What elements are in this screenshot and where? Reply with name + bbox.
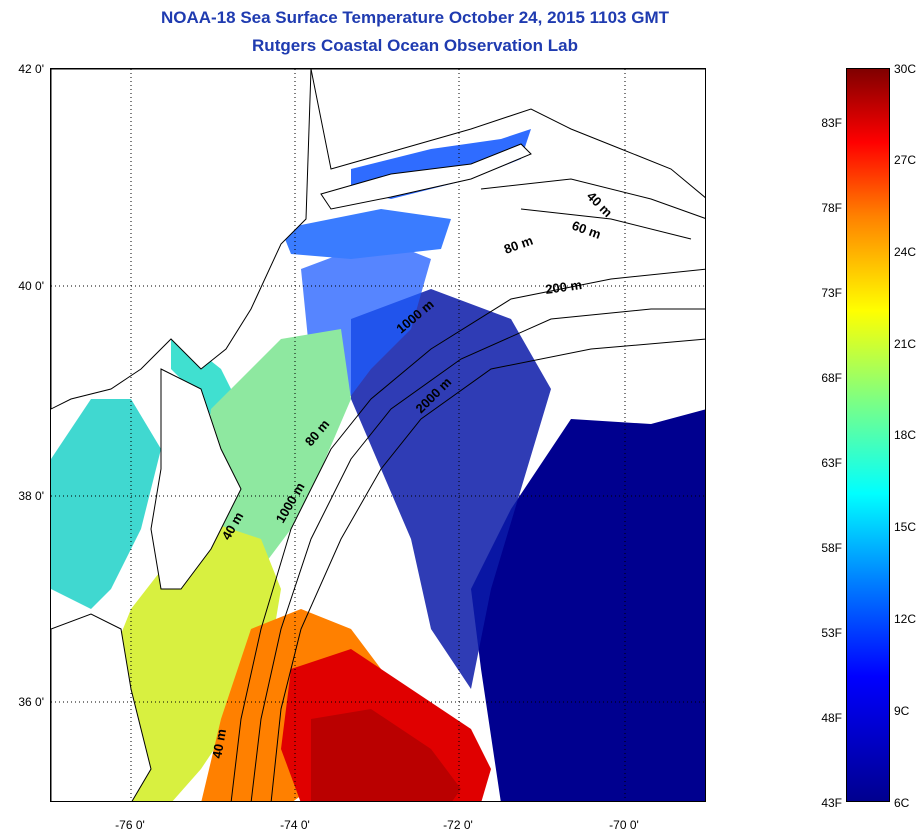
isobath-lines <box>230 178 705 801</box>
lat-label-40: 40 0' <box>18 279 44 293</box>
colorbar-c-label: 6C <box>894 796 910 810</box>
colorbar-c-label: 21C <box>894 337 917 351</box>
sst-map: 40 m 60 m 80 m 200 m 1000 m 2000 m 80 m … <box>50 68 706 802</box>
colorbar-c-label: 12C <box>894 612 917 626</box>
gulf-stream-core <box>311 709 461 801</box>
lat-label-42: 42 0' <box>18 62 44 76</box>
land-mainland <box>51 69 312 410</box>
lon-label-74: -74 0' <box>280 818 310 832</box>
temperature-colorbar <box>846 68 890 802</box>
colorbar-c-label: 30C <box>894 62 917 76</box>
depth-label: 60 m <box>570 218 603 242</box>
lat-label-38: 38 0' <box>18 489 44 503</box>
colorbar-c-label: 24C <box>894 245 917 259</box>
colorbar-f-label: 63F <box>821 456 842 470</box>
colorbar-c-label: 15C <box>894 520 917 534</box>
colorbar-f-label: 43F <box>821 796 842 810</box>
lon-label-70: -70 0' <box>609 818 639 832</box>
lon-label-76: -76 0' <box>115 818 145 832</box>
cold-patchy-region <box>351 289 551 689</box>
cold-offshore-region <box>471 409 705 801</box>
map-subtitle: Rutgers Coastal Ocean Observation Lab <box>252 36 578 55</box>
sst-map-canvas: 40 m 60 m 80 m 200 m 1000 m 2000 m 80 m … <box>51 69 705 801</box>
colorbar-f-label: 68F <box>821 371 842 385</box>
depth-label: 80 m <box>502 233 535 257</box>
colorbar-c-label: 27C <box>894 153 917 167</box>
colorbar-f-label: 73F <box>821 286 842 300</box>
colorbar-c-label: 9C <box>894 704 910 718</box>
depth-label: 40 m <box>584 189 616 221</box>
lat-label-36: 36 0' <box>18 695 44 709</box>
colorbar-f-label: 83F <box>821 116 842 130</box>
chesapeake-bay <box>51 399 161 609</box>
graticule <box>51 69 705 801</box>
colorbar-f-label: 48F <box>821 711 842 725</box>
colorbar-f-label: 58F <box>821 541 842 555</box>
ny-bight <box>281 209 451 259</box>
colorbar-c-label: 18C <box>894 428 917 442</box>
lon-label-72: -72 0' <box>443 818 473 832</box>
land-new-england <box>310 69 705 198</box>
depth-label: 200 m <box>544 277 583 297</box>
land-long-island <box>320 143 532 210</box>
land-virginia-nc <box>51 613 152 801</box>
colorbar-f-label: 78F <box>821 201 842 215</box>
land-delmarva <box>150 368 242 590</box>
depth-label: 40 m <box>209 728 229 760</box>
map-title: NOAA-18 Sea Surface Temperature October … <box>160 8 670 27</box>
colorbar-f-label: 53F <box>821 626 842 640</box>
